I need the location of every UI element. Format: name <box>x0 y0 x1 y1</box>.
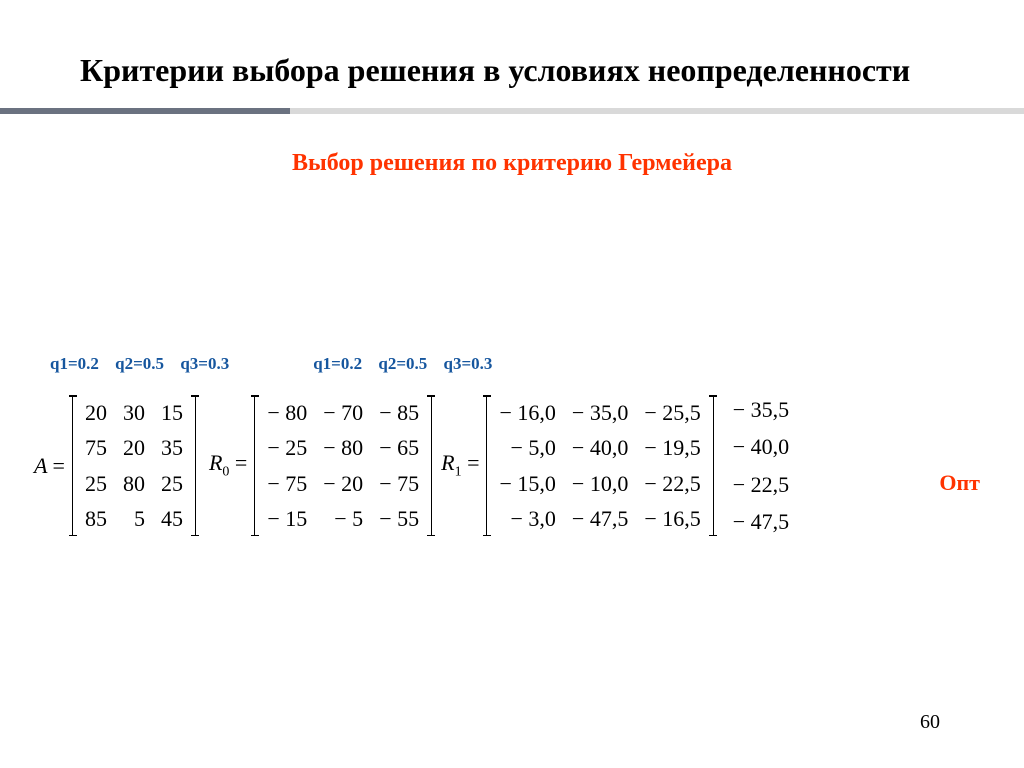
divider-rule-accent <box>0 108 290 114</box>
bracket-icon <box>191 395 199 536</box>
result-r3: − 22,5 <box>729 467 793 502</box>
matrix-R0-label: R0 = <box>209 450 251 480</box>
matrix-R1-sub: 1 <box>455 465 462 480</box>
result-r4: − 47,5 <box>729 504 793 539</box>
matrix-R0-sub: 0 <box>222 465 229 480</box>
bracket-icon <box>709 395 717 536</box>
result-column: − 35,5 − 40,0 − 22,5 − 47,5 <box>727 390 795 541</box>
result-r1: − 35,5 <box>729 392 793 427</box>
matrix-A-block: A = 203015 752035 258025 85545 <box>34 395 199 536</box>
bracket-icon <box>251 395 259 536</box>
matrix-A-eq: = <box>53 453 65 478</box>
weight-q2-left: q2=0.5 <box>115 354 164 373</box>
matrix-A: 203015 752035 258025 85545 <box>77 395 191 536</box>
page-number: 60 <box>920 711 940 734</box>
bracket-icon <box>69 395 77 536</box>
optimal-label: Опт <box>939 470 980 496</box>
weights-row: q1=0.2 q2=0.5 q3=0.3 q1=0.2 q2=0.5 q3=0.… <box>50 354 504 374</box>
matrix-R1-block: R1 = − 16,0− 35,0− 25,5 − 5,0− 40,0− 19,… <box>441 395 717 536</box>
matrix-R0-letter: R <box>209 450 222 475</box>
matrix-A-letter: A <box>34 453 47 478</box>
bracket-icon <box>483 395 491 536</box>
slide-title: Критерии выбора решения в условиях неопр… <box>70 50 954 90</box>
weights-left: q1=0.2 q2=0.5 q3=0.3 <box>50 354 241 374</box>
matrix-A-label: A = <box>34 453 69 479</box>
slide-subtitle: Выбор решения по критерию Гермейера <box>70 150 954 177</box>
matrix-R0-block: R0 = − 80− 70− 85 − 25− 80− 65 − 75− 20−… <box>209 395 435 536</box>
weight-q1-right: q1=0.2 <box>313 354 362 373</box>
matrix-R0-eq: = <box>235 450 247 475</box>
result-r2: − 40,0 <box>729 429 793 464</box>
weight-q3-right: q3=0.3 <box>444 354 493 373</box>
math-area: A = 203015 752035 258025 85545 R0 = <box>34 390 1004 541</box>
matrix-R1-label: R1 = <box>441 450 483 480</box>
bracket-icon <box>427 395 435 536</box>
matrix-R1-eq: = <box>467 450 479 475</box>
matrix-R1-letter: R <box>441 450 454 475</box>
weight-q2-right: q2=0.5 <box>378 354 427 373</box>
matrix-R1: − 16,0− 35,0− 25,5 − 5,0− 40,0− 19,5 − 1… <box>491 395 708 536</box>
weight-q1-left: q1=0.2 <box>50 354 99 373</box>
matrix-R0: − 80− 70− 85 − 25− 80− 65 − 75− 20− 75 −… <box>259 395 427 536</box>
weight-q3-left: q3=0.3 <box>180 354 229 373</box>
divider-rule <box>0 108 1024 114</box>
weights-right: q1=0.2 q2=0.5 q3=0.3 <box>313 354 504 374</box>
